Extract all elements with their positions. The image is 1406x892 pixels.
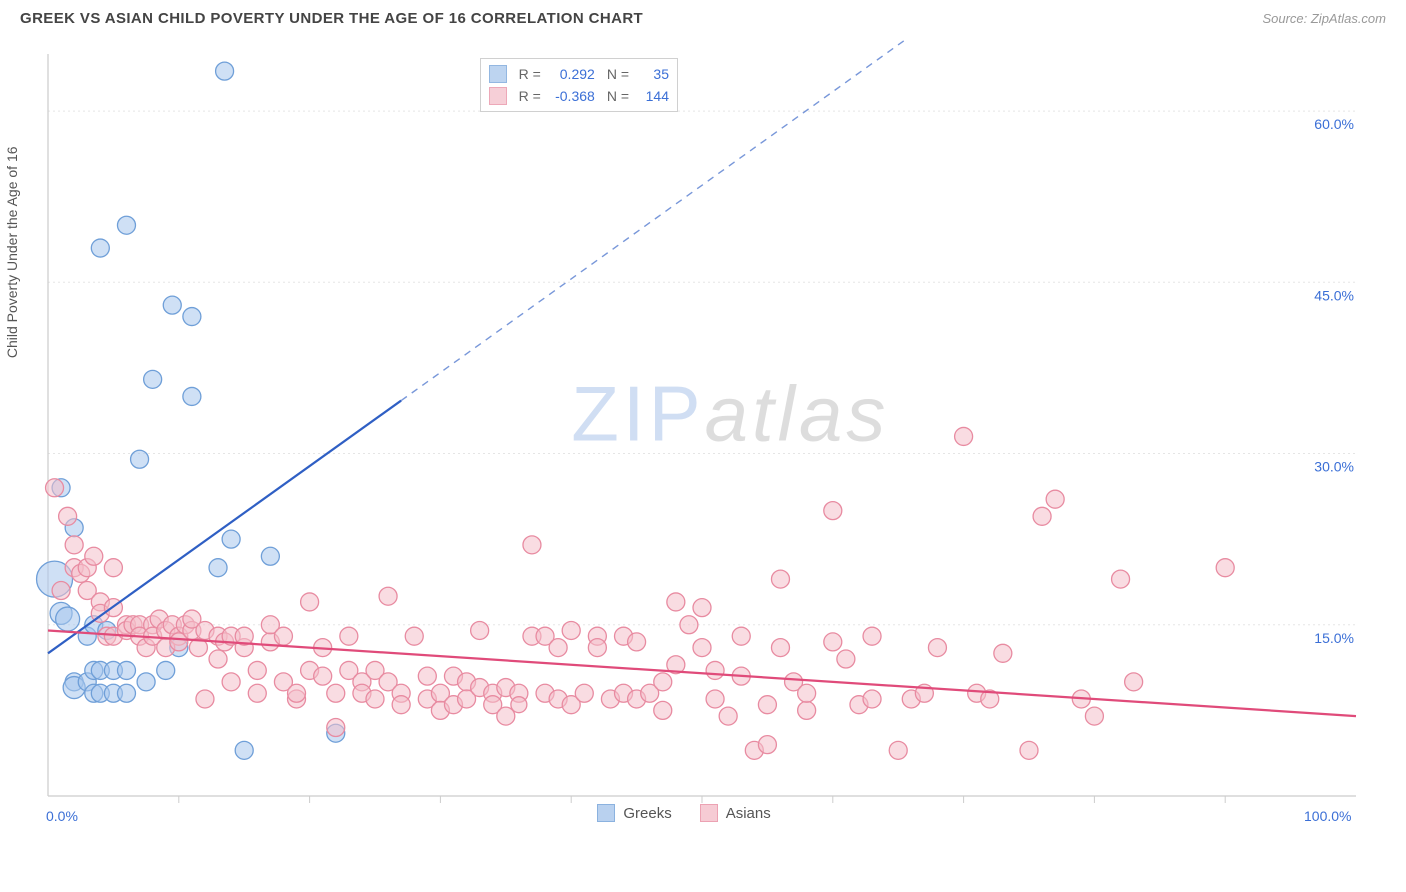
r-label: R =: [519, 63, 541, 85]
series-legend: Greeks Asians: [597, 804, 770, 822]
svg-text:15.0%: 15.0%: [1314, 630, 1354, 646]
legend-item-greeks: Greeks: [597, 804, 671, 822]
y-axis-label: Child Poverty Under the Age of 16: [4, 146, 20, 358]
legend-swatch: [489, 87, 507, 105]
r-value: -0.368: [547, 85, 595, 107]
legend-label: Asians: [726, 805, 771, 822]
n-label: N =: [607, 85, 629, 107]
legend-label: Greeks: [623, 805, 671, 822]
legend-swatch: [489, 65, 507, 83]
r-label: R =: [519, 85, 541, 107]
scatter-plot-svg: 15.0% 30.0% 45.0% 60.0%: [20, 40, 1366, 830]
r-value: 0.292: [547, 63, 595, 85]
svg-text:45.0%: 45.0%: [1314, 287, 1354, 303]
n-label: N =: [607, 63, 629, 85]
source-name: ZipAtlas.com: [1311, 11, 1386, 26]
stats-row-greeks: R = 0.292 N = 35: [489, 63, 669, 85]
stats-legend: R = 0.292 N = 35 R = -0.368 N = 144: [480, 58, 678, 112]
legend-swatch: [700, 804, 718, 822]
legend-item-asians: Asians: [700, 804, 771, 822]
chart-title: GREEK VS ASIAN CHILD POVERTY UNDER THE A…: [20, 10, 643, 27]
svg-text:30.0%: 30.0%: [1314, 459, 1354, 475]
stats-row-asians: R = -0.368 N = 144: [489, 85, 669, 107]
chart-area: Child Poverty Under the Age of 16 15.0%3…: [20, 40, 1386, 872]
source-attribution: Source: ZipAtlas.com: [1262, 11, 1386, 26]
source-prefix: Source:: [1262, 11, 1310, 26]
x-axis-min-label: 0.0%: [46, 808, 78, 824]
n-value: 35: [635, 63, 669, 85]
legend-swatch: [597, 804, 615, 822]
n-value: 144: [635, 85, 669, 107]
x-axis-max-label: 100.0%: [1304, 808, 1351, 824]
chart-header: GREEK VS ASIAN CHILD POVERTY UNDER THE A…: [0, 0, 1406, 33]
svg-text:60.0%: 60.0%: [1314, 116, 1354, 132]
